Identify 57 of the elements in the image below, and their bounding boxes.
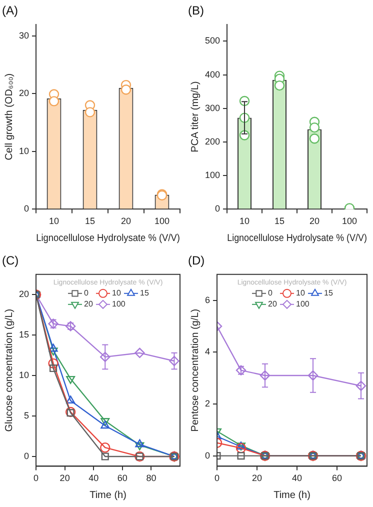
y-tick-label: 400	[204, 69, 220, 80]
x-axis-title: Time (h)	[90, 490, 126, 501]
y-tick-label: 4	[204, 346, 210, 357]
chart-title: (C)	[2, 254, 19, 268]
x-tick-label: 15	[85, 216, 96, 226]
chart-title: (B)	[188, 4, 204, 18]
x-tick-label: 20	[60, 473, 70, 484]
y-tick-label: 2	[204, 398, 210, 408]
legend-label: 10	[296, 288, 306, 298]
y-tick-label: 0	[24, 450, 30, 461]
x-tick-label: 10	[240, 216, 250, 226]
legend-label: 100	[112, 300, 126, 309]
x-tick-label: 40	[88, 473, 99, 484]
x-axis-title: Time (h)	[274, 490, 310, 501]
y-tick-label: 0	[215, 204, 220, 214]
y-tick-label: 300	[204, 102, 220, 113]
x-tick-label: 20	[120, 216, 132, 226]
x-tick-label: 40	[292, 473, 302, 484]
y-axis-title: Glucose concentration (g/L)	[4, 308, 15, 432]
chart-title: (D)	[188, 254, 205, 268]
x-tick-label: 80	[146, 473, 156, 484]
y-tick-label: 10	[18, 146, 30, 156]
x-tick-label: 100	[154, 216, 170, 226]
x-tick-label: 60	[117, 473, 128, 484]
x-tick-label: 10	[49, 216, 60, 226]
legend-label: 100	[296, 300, 310, 309]
y-tick-label: 15	[18, 330, 30, 340]
x-tick-label: 0	[34, 473, 39, 484]
y-tick-label: 30	[18, 30, 30, 40]
y-tick-label: 500	[204, 36, 220, 46]
y-tick-label: 20	[18, 88, 30, 98]
x-axis-title: Lignocellulose Hydrolysate % (V/V)	[227, 232, 367, 244]
y-tick-label: 0	[24, 204, 30, 214]
y-axis-title: Pentose concentration (g/L)	[190, 308, 201, 432]
x-tick-label: 60	[332, 473, 342, 484]
y-tick-label: 0	[204, 450, 210, 460]
x-tick-label: 15	[274, 216, 285, 226]
legend-label: 15	[140, 288, 150, 298]
y-axis-title: PCA titer (mg/L)	[190, 81, 201, 152]
x-axis-title: Lignocellulose Hydrolysate % (V/V)	[36, 232, 180, 244]
legend-label: 10	[112, 288, 122, 298]
x-tick-label: 100	[342, 216, 358, 226]
y-tick-label: 20	[18, 289, 30, 300]
x-tick-label: 20	[252, 473, 262, 484]
x-tick-label: 20	[310, 216, 320, 226]
legend-label: 0	[268, 288, 274, 298]
y-tick-label: 100	[204, 170, 220, 180]
chart-title: (A)	[2, 4, 18, 18]
legend-label: 0	[84, 288, 90, 298]
legend-label: 20	[84, 300, 94, 309]
y-tick-label: 10	[18, 370, 30, 380]
y-tick-label: 200	[204, 136, 220, 146]
y-tick-label: 5	[24, 410, 30, 421]
legend-label: 15	[324, 288, 334, 298]
y-axis-title: Cell growth (OD₆₀₀)	[4, 73, 15, 160]
legend-label: 20	[268, 300, 278, 309]
y-tick-label: 6	[204, 294, 210, 305]
